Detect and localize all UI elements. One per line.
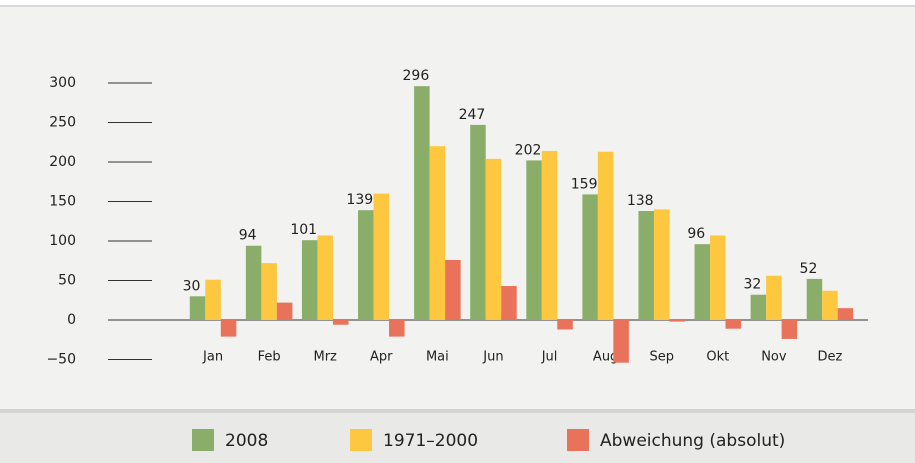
x-tick-label: Jun xyxy=(482,350,503,365)
data-label: 159 xyxy=(571,176,598,192)
data-label: 296 xyxy=(403,68,430,84)
bar xyxy=(332,320,349,325)
legend-rule xyxy=(0,409,915,413)
bar xyxy=(597,151,614,320)
legend-label: 1971–2000 xyxy=(383,431,478,451)
legend-swatch xyxy=(567,429,589,451)
data-label: 139 xyxy=(346,192,373,208)
y-tick-label: 250 xyxy=(49,115,76,131)
legend-swatch xyxy=(350,429,372,451)
bar xyxy=(445,259,461,320)
data-label: 138 xyxy=(627,193,654,209)
data-label: 52 xyxy=(800,261,818,277)
bar xyxy=(317,235,333,320)
bar xyxy=(414,86,430,320)
y-tick-label: −50 xyxy=(46,352,76,368)
bar xyxy=(373,193,390,320)
bar xyxy=(189,296,206,320)
bar xyxy=(276,302,293,320)
y-tick-label: 100 xyxy=(49,233,76,249)
bar xyxy=(837,308,854,320)
bar xyxy=(806,278,823,320)
bar xyxy=(501,286,517,320)
legend: 2008 1971–2000 Abweichung (absolut) xyxy=(192,429,785,451)
x-tick-label: Apr xyxy=(370,350,393,365)
data-label: 94 xyxy=(239,228,257,244)
bar xyxy=(725,320,742,329)
data-label: 202 xyxy=(515,142,542,158)
x-tick-label: Mrz xyxy=(314,350,338,365)
bar xyxy=(766,275,782,320)
y-tick-label: 0 xyxy=(67,312,76,328)
legend-swatch xyxy=(192,429,214,451)
legend-label: Abweichung (absolut) xyxy=(600,431,785,451)
bar xyxy=(389,320,405,337)
y-tick-label: 300 xyxy=(49,75,76,91)
x-tick-label: Okt xyxy=(706,350,729,365)
x-tick-label: Nov xyxy=(761,350,787,365)
y-tick-label: 50 xyxy=(58,273,76,289)
bar xyxy=(205,279,221,320)
x-tick-label: Dez xyxy=(818,350,843,365)
bar xyxy=(710,235,726,320)
top-rule xyxy=(0,5,915,7)
plot-bg xyxy=(0,7,915,409)
bar xyxy=(220,320,237,337)
bar xyxy=(470,124,486,321)
bar xyxy=(822,290,838,320)
y-tick-label: 150 xyxy=(49,194,76,210)
x-tick-label: Aug xyxy=(593,350,618,365)
data-label: 96 xyxy=(687,226,705,242)
x-tick-label: Jul xyxy=(541,350,558,365)
x-tick-label: Jan xyxy=(202,350,223,365)
bar xyxy=(429,146,446,320)
data-label: 30 xyxy=(183,278,201,294)
x-tick-label: Mai xyxy=(426,350,449,365)
bar xyxy=(301,240,318,320)
bar xyxy=(541,150,558,320)
bar xyxy=(613,320,629,363)
bar xyxy=(358,210,374,320)
bar xyxy=(526,160,542,320)
bar xyxy=(638,210,654,320)
bar xyxy=(245,245,262,320)
bar xyxy=(750,294,767,320)
legend-bg xyxy=(0,413,915,463)
bar xyxy=(485,158,502,320)
bar xyxy=(781,320,798,339)
x-tick-label: Sep xyxy=(649,350,674,365)
data-label: 247 xyxy=(459,107,486,123)
bar xyxy=(694,244,711,320)
legend-label: 2008 xyxy=(225,431,268,451)
bar xyxy=(653,209,670,320)
y-tick-label: 200 xyxy=(49,154,76,170)
bar xyxy=(261,263,277,320)
data-label: 101 xyxy=(290,222,317,238)
bar xyxy=(557,320,573,330)
x-tick-label: Feb xyxy=(258,350,281,365)
bar xyxy=(669,320,685,322)
bar xyxy=(582,194,598,320)
data-label: 32 xyxy=(743,277,761,293)
